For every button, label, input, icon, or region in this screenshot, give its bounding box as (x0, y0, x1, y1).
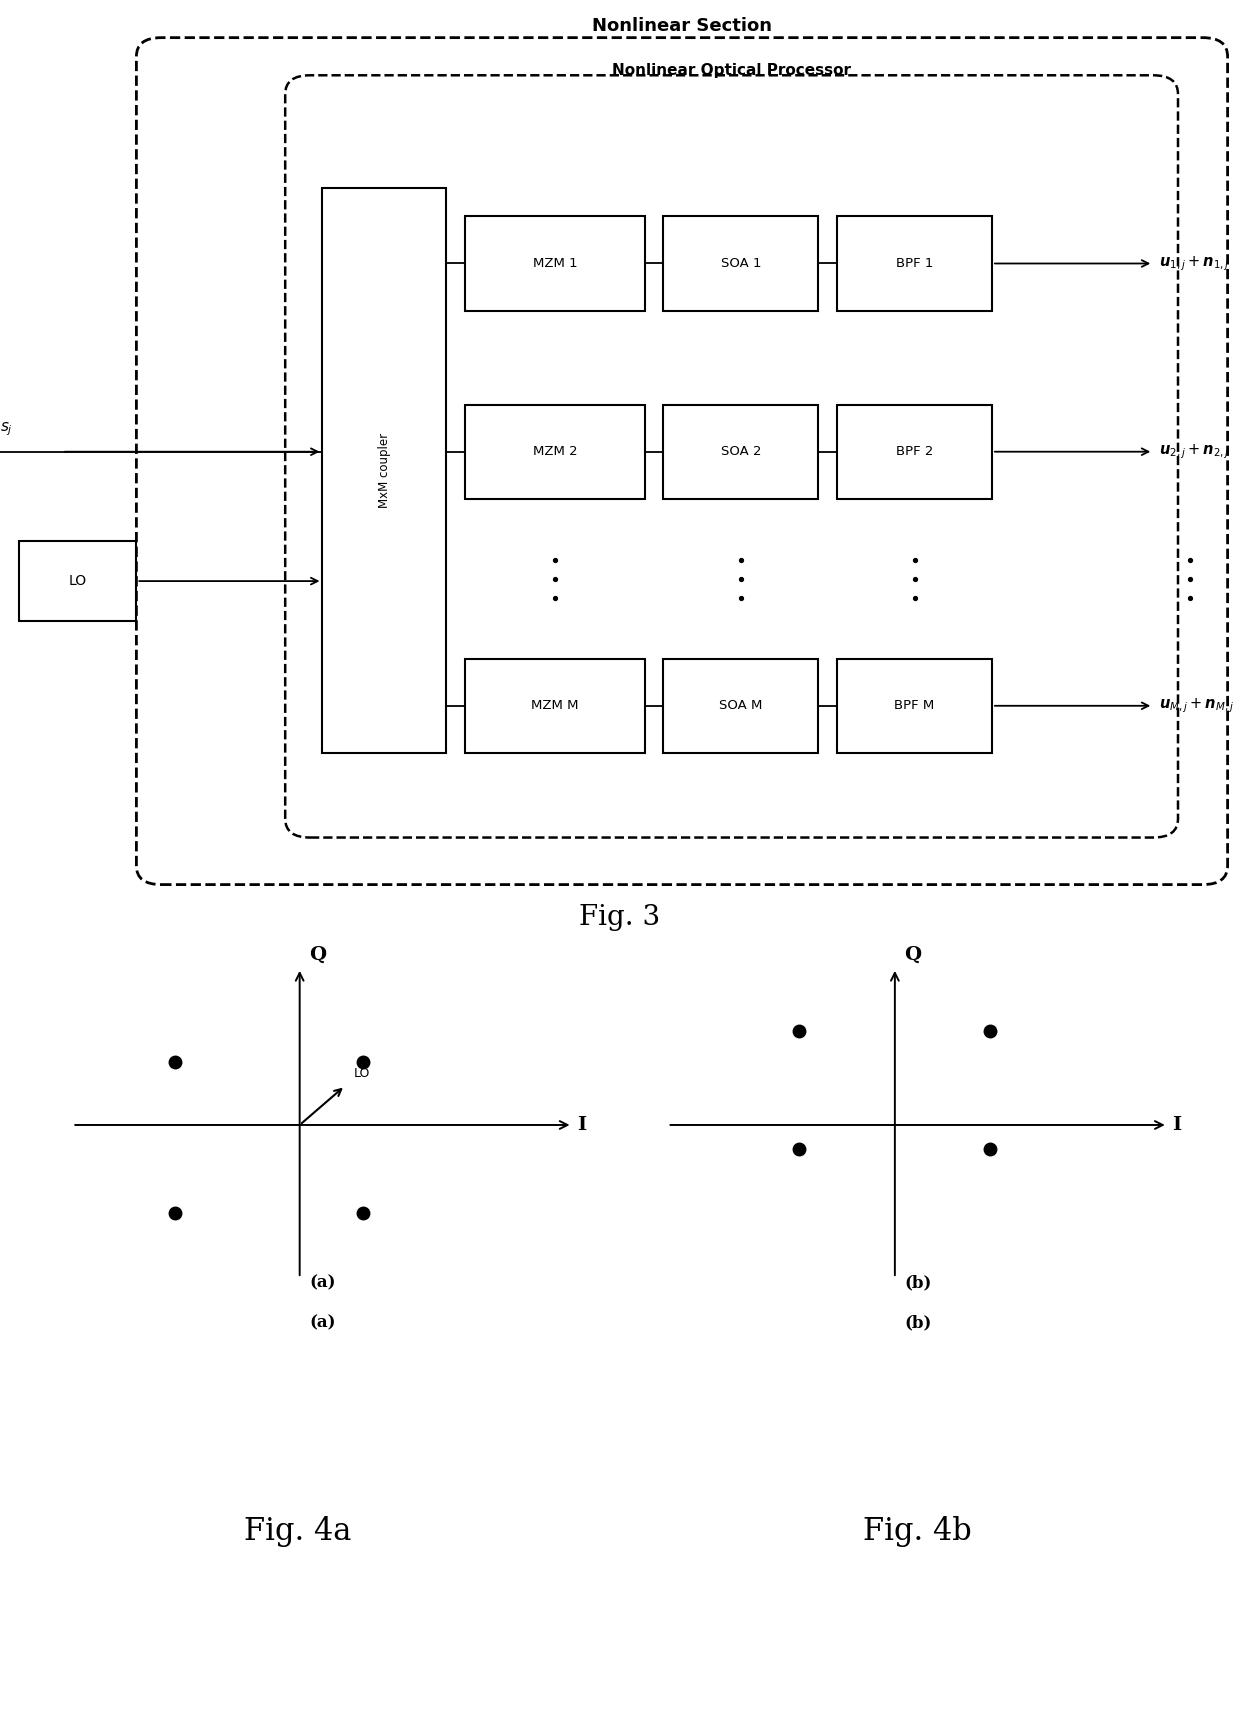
Text: (a): (a) (309, 1314, 336, 1331)
FancyBboxPatch shape (663, 406, 818, 500)
FancyBboxPatch shape (837, 406, 992, 500)
Text: Nonlinear Optical Processor: Nonlinear Optical Processor (613, 63, 851, 79)
Text: Fig. 3: Fig. 3 (579, 903, 661, 931)
Text: SOA 2: SOA 2 (720, 445, 761, 459)
Text: LO: LO (68, 575, 87, 589)
Text: $s_j$: $s_j$ (0, 419, 12, 438)
Text: SOA 1: SOA 1 (720, 257, 761, 270)
Text: Fig. 4b: Fig. 4b (863, 1516, 972, 1547)
Text: MxM coupler: MxM coupler (378, 433, 391, 508)
Text: MZM 2: MZM 2 (533, 445, 577, 459)
Text: $\boldsymbol{u}_{M,j}+\boldsymbol{n}_{M,j}$: $\boldsymbol{u}_{M,j}+\boldsymbol{n}_{M,… (1159, 696, 1235, 715)
Text: Nonlinear Section: Nonlinear Section (591, 17, 773, 36)
Text: MZM M: MZM M (531, 700, 579, 712)
FancyBboxPatch shape (19, 541, 136, 621)
Text: I: I (1172, 1116, 1182, 1134)
Text: (a): (a) (309, 1275, 336, 1292)
FancyBboxPatch shape (465, 659, 645, 753)
Text: $\boldsymbol{u}_{2,j}+\boldsymbol{n}_{2,j}$: $\boldsymbol{u}_{2,j}+\boldsymbol{n}_{2,… (1159, 443, 1230, 460)
Text: Q: Q (309, 946, 326, 963)
FancyBboxPatch shape (837, 216, 992, 311)
Text: Q: Q (904, 946, 921, 963)
Text: MZM 1: MZM 1 (533, 257, 577, 270)
Text: LO: LO (355, 1068, 371, 1080)
Text: (b): (b) (904, 1314, 931, 1331)
FancyBboxPatch shape (663, 659, 818, 753)
Text: I: I (577, 1116, 587, 1134)
Text: (b): (b) (904, 1275, 931, 1292)
FancyBboxPatch shape (837, 659, 992, 753)
FancyBboxPatch shape (663, 216, 818, 311)
Text: SOA M: SOA M (719, 700, 763, 712)
FancyBboxPatch shape (465, 406, 645, 500)
Text: $\boldsymbol{u}_{1,j}+\boldsymbol{n}_{1,j}$: $\boldsymbol{u}_{1,j}+\boldsymbol{n}_{1,… (1159, 255, 1230, 272)
Text: Fig. 4a: Fig. 4a (244, 1516, 351, 1547)
FancyBboxPatch shape (322, 188, 446, 753)
FancyBboxPatch shape (465, 216, 645, 311)
Text: BPF 1: BPF 1 (895, 257, 934, 270)
Text: BPF M: BPF M (894, 700, 935, 712)
Text: BPF 2: BPF 2 (895, 445, 934, 459)
